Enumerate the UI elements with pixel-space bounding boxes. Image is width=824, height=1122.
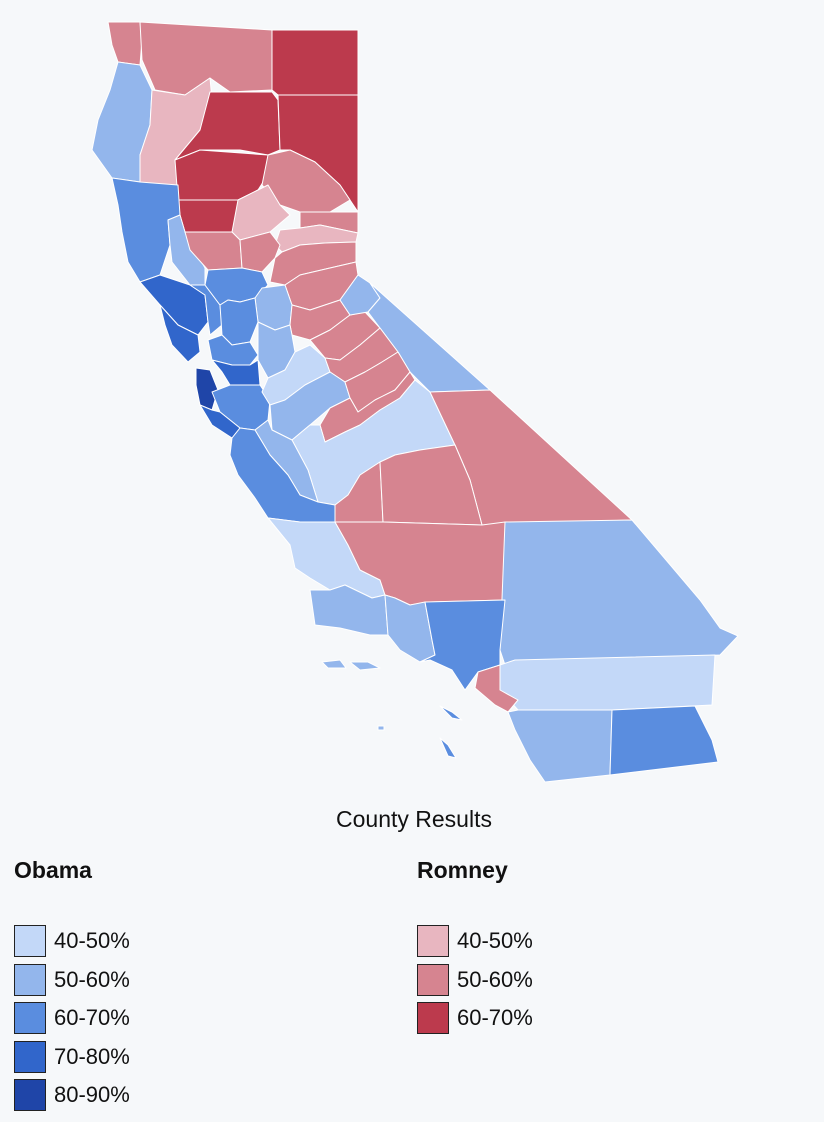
county-los-angeles[interactable] xyxy=(419,599,506,691)
legend-obama-item: 60-70% xyxy=(14,999,130,1038)
legend-swatch xyxy=(14,1079,46,1112)
map-caption: County Results xyxy=(336,806,492,832)
legend-label: 50-60% xyxy=(457,966,533,992)
legend-swatch xyxy=(417,925,449,958)
county-sf-san-mateo[interactable] xyxy=(195,367,219,411)
legend-romney-item: 40-50% xyxy=(417,922,533,961)
county-marin[interactable] xyxy=(159,304,201,363)
county-solano[interactable] xyxy=(219,297,259,346)
county-shasta[interactable] xyxy=(174,91,281,161)
california-county-map xyxy=(91,21,739,783)
legend-label: 40-50% xyxy=(457,928,533,954)
county-mendocino[interactable] xyxy=(111,177,181,283)
county-san-bernardino[interactable] xyxy=(499,519,739,666)
island-san-clemente xyxy=(439,737,457,759)
legend-obama-item: 50-60% xyxy=(14,961,130,1000)
county-san-diego[interactable] xyxy=(507,709,613,783)
legend-label: 60-70% xyxy=(54,1005,130,1031)
county-orange[interactable] xyxy=(474,664,519,713)
legend-obama-title: Obama xyxy=(14,857,92,883)
legend-label: 50-60% xyxy=(54,966,130,992)
legend-label: 60-70% xyxy=(457,1005,533,1031)
legend-obama: Obama 40-50% 50-60% 60-70% 70-80% 80-90% xyxy=(14,856,130,1115)
legend-obama-item: 70-80% xyxy=(14,1038,130,1077)
legend-swatch xyxy=(417,963,449,996)
legend-obama-item: 80-90% xyxy=(14,1076,130,1115)
legend-label: 70-80% xyxy=(54,1043,130,1069)
county-del-norte[interactable] xyxy=(107,21,143,66)
legend-swatch xyxy=(14,963,46,996)
county-modoc[interactable] xyxy=(271,29,359,96)
legend-romney: Romney 40-50% 50-60% 60-70% xyxy=(417,856,533,1038)
island-anacapa xyxy=(377,725,385,731)
legend-label: 80-90% xyxy=(54,1082,130,1108)
island-santa-cruz xyxy=(349,661,381,671)
legend-swatch xyxy=(14,1040,46,1073)
legend-romney-item: 60-70% xyxy=(417,999,533,1038)
county-riverside[interactable] xyxy=(499,654,716,711)
legend-swatch xyxy=(14,925,46,958)
legend-swatch xyxy=(14,1002,46,1035)
county-imperial[interactable] xyxy=(609,705,719,776)
legend-romney-item: 50-60% xyxy=(417,961,533,1000)
county-glenn[interactable] xyxy=(177,199,241,233)
island-santa-rosa xyxy=(321,659,347,669)
county-alameda[interactable] xyxy=(211,359,261,386)
legend-swatch xyxy=(417,1002,449,1035)
legend-obama-item: 40-50% xyxy=(14,922,130,961)
legend-romney-title: Romney xyxy=(417,857,508,883)
legend-label: 40-50% xyxy=(54,928,130,954)
island-catalina xyxy=(439,705,463,721)
